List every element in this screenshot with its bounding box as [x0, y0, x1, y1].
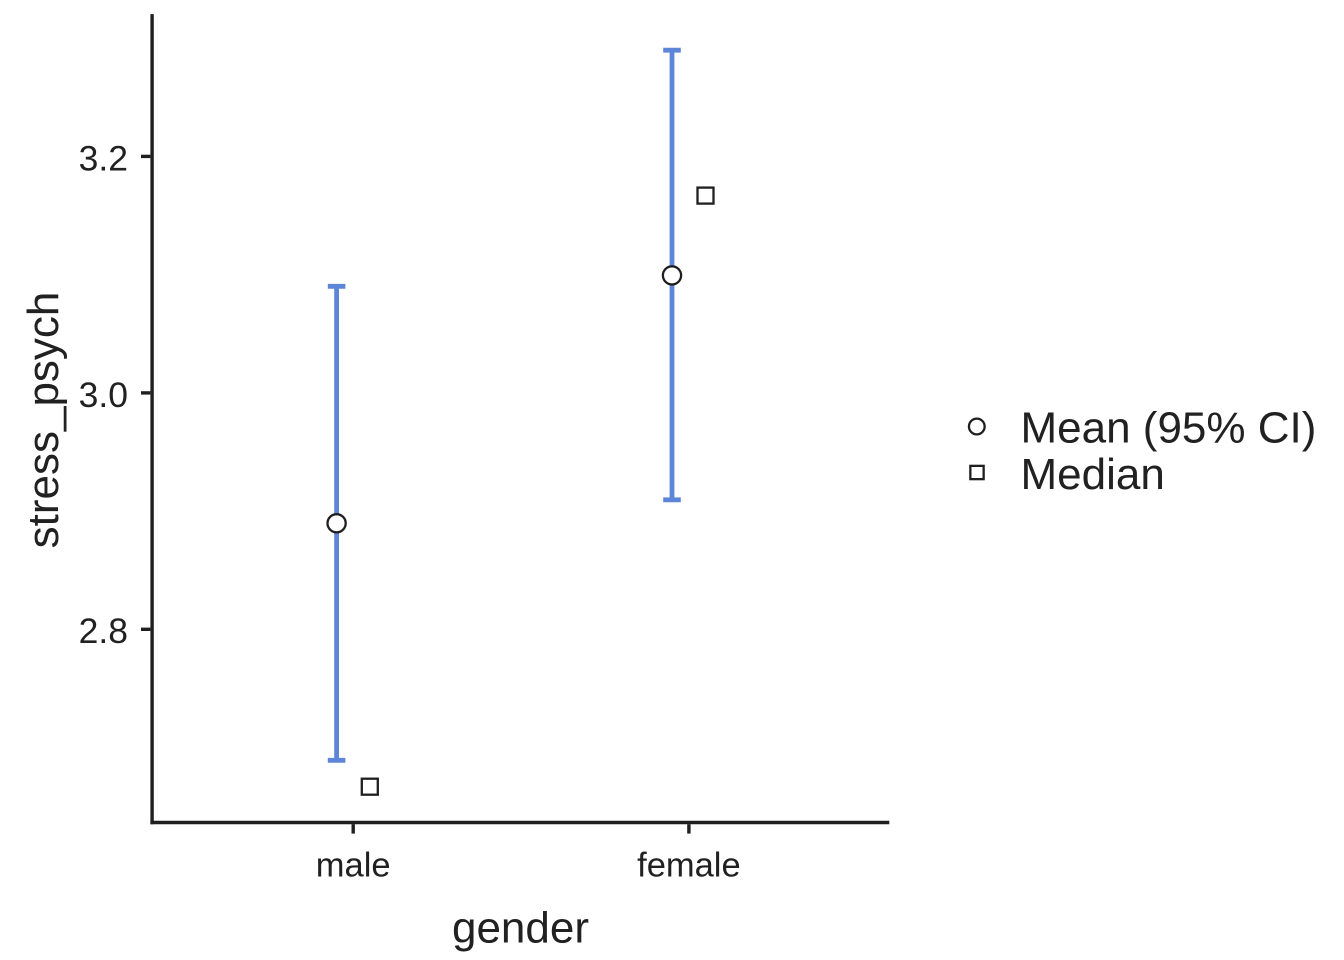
svg-text:3.0: 3.0 — [79, 375, 128, 415]
svg-text:3.2: 3.2 — [79, 139, 128, 179]
svg-text:Mean (95% CI): Mean (95% CI) — [1021, 404, 1317, 453]
svg-text:female: female — [637, 847, 741, 885]
svg-text:Median: Median — [1021, 450, 1165, 499]
svg-text:stress_psych: stress_psych — [19, 292, 68, 549]
svg-text:gender: gender — [452, 903, 589, 952]
svg-text:2.8: 2.8 — [79, 611, 128, 651]
svg-text:male: male — [316, 847, 391, 885]
